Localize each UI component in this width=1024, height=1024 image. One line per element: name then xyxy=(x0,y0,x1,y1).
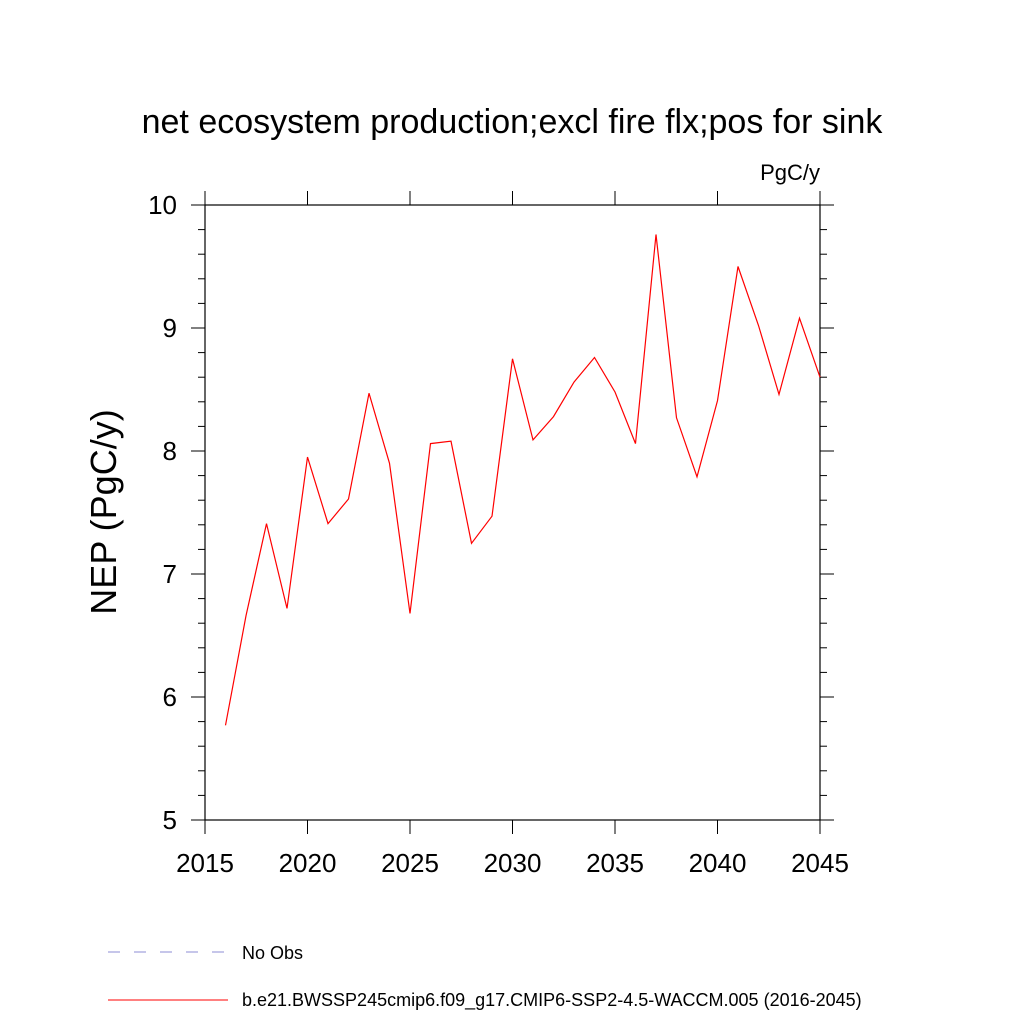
legend-label-no-obs: No Obs xyxy=(242,943,303,963)
x-tick-label: 2015 xyxy=(176,848,234,878)
x-tick-label: 2040 xyxy=(689,848,747,878)
x-tick-label: 2045 xyxy=(791,848,849,878)
data-series xyxy=(224,234,821,726)
units-label: PgC/y xyxy=(760,160,820,185)
x-tick-label: 2020 xyxy=(279,848,337,878)
chart-title: net ecosystem production;excl fire flx;p… xyxy=(142,103,884,141)
y-tick-label: 6 xyxy=(163,682,177,712)
plot-frame xyxy=(204,204,821,821)
y-tick-label: 10 xyxy=(148,190,177,220)
y-axis-label: NEP (PgC/y) xyxy=(83,409,124,614)
legend-label-model-run: b.e21.BWSSP245cmip6.f09_g17.CMIP6-SSP2-4… xyxy=(242,990,862,1011)
legend: No Obs b.e21.BWSSP245cmip6.f09_g17.CMIP6… xyxy=(108,943,862,1011)
series-line-0 xyxy=(224,234,821,726)
axis-ticks xyxy=(191,191,834,834)
y-tick-labels: 5 6 7 8 9 10 xyxy=(148,190,177,835)
x-tick-labels: 2015 2020 2025 2030 2035 2040 2045 xyxy=(176,848,849,878)
x-tick-label: 2025 xyxy=(381,848,439,878)
y-tick-label: 9 xyxy=(163,313,177,343)
y-tick-label: 8 xyxy=(163,436,177,466)
x-tick-label: 2035 xyxy=(586,848,644,878)
y-tick-label: 5 xyxy=(163,805,177,835)
y-tick-label: 7 xyxy=(163,559,177,589)
x-tick-label: 2030 xyxy=(484,848,542,878)
